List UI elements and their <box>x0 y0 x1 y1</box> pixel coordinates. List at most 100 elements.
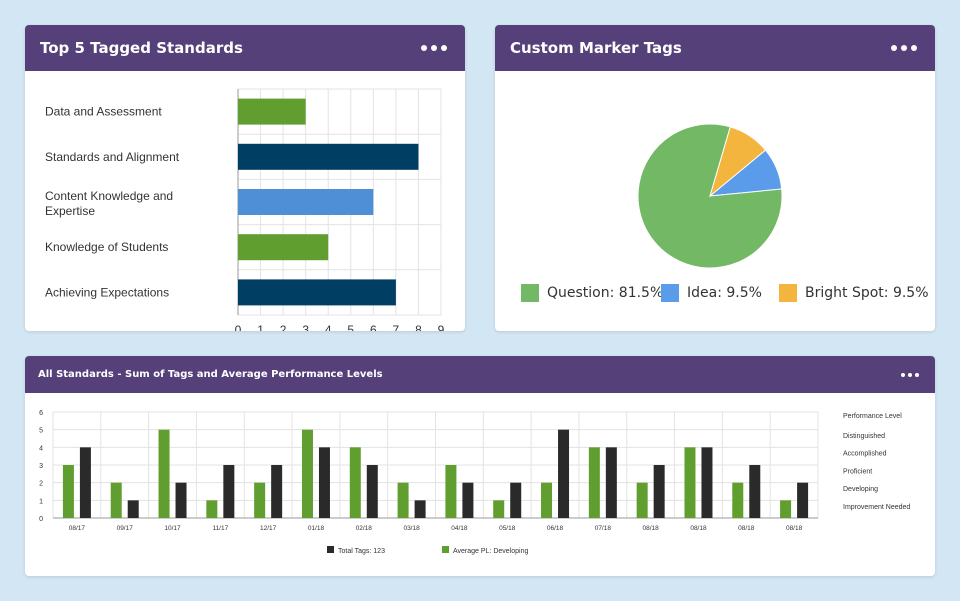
legend-swatch <box>442 546 449 553</box>
all-standards-header: All Standards - Sum of Tags and Average … <box>25 356 935 393</box>
side-legend-title: Performance Level <box>843 413 902 420</box>
marker-menu-dots-icon[interactable] <box>887 41 921 55</box>
legend-label: Average PL: Developing <box>453 548 528 555</box>
bar <box>588 447 600 518</box>
bar <box>79 447 91 518</box>
bar <box>541 482 553 518</box>
x-tick-label: 08/17 <box>69 525 86 532</box>
top5-card: Top 5 Tagged Standards 0 1 2 3 4 5 6 7 8 9 Data an… <box>25 25 465 331</box>
x-tick-label: 07/18 <box>595 525 612 532</box>
x-tick-label: 7 <box>393 323 400 331</box>
x-tick-label: 1 <box>257 323 264 331</box>
x-tick-label: 08/18 <box>786 525 803 532</box>
x-tick-label: 01/18 <box>308 525 325 532</box>
y-tick-label: 6 <box>39 410 43 417</box>
pie-legend-3: Bright Spot: 9.5% <box>779 284 929 302</box>
bar <box>271 465 283 518</box>
x-tick-label: 09/17 <box>117 525 134 532</box>
top5-menu-dots-icon[interactable] <box>417 41 451 55</box>
side-legend-item: Developing <box>843 486 878 493</box>
pie-legend-swatch <box>521 284 539 302</box>
bar <box>605 447 617 518</box>
category-label: Knowledge of Students <box>45 240 168 254</box>
y-tick-label: 0 <box>39 516 43 523</box>
bar <box>301 429 313 518</box>
bar <box>223 465 235 518</box>
bar <box>110 482 122 518</box>
x-tick-label: 2 <box>280 323 287 331</box>
bar <box>780 500 792 518</box>
y-tick-label: 5 <box>39 428 43 435</box>
bar <box>493 500 505 518</box>
x-tick-label: 08/18 <box>690 525 707 532</box>
marker-pie-chart <box>637 123 783 269</box>
x-tick-label: 04/18 <box>451 525 468 532</box>
bar <box>175 482 187 518</box>
pie-legend-swatch <box>779 284 797 302</box>
x-tick-label: 5 <box>347 323 354 331</box>
bar <box>462 482 474 518</box>
bar <box>254 482 266 518</box>
x-tick-label: 0 <box>235 323 242 331</box>
pie-legend-2: Idea: 9.5% <box>661 284 762 302</box>
bar <box>318 447 330 518</box>
bar <box>510 482 522 518</box>
bar <box>749 465 761 518</box>
bar <box>636 482 648 518</box>
x-tick-label: 9 <box>438 323 445 331</box>
bar <box>701 447 713 518</box>
x-tick-label: 4 <box>325 323 332 331</box>
marker-card-header: Custom Marker Tags <box>495 25 935 71</box>
pie-legend-1: Question: 81.5% <box>521 284 663 302</box>
x-tick-label: 03/18 <box>403 525 420 532</box>
bar <box>238 234 329 261</box>
bar <box>445 465 457 518</box>
bar <box>127 500 139 518</box>
top5-card-title: Top 5 Tagged Standards <box>40 39 243 57</box>
x-tick-label: 02/18 <box>356 525 373 532</box>
marker-card: Custom Marker Tags Question: 81.5% Idea:… <box>495 25 935 331</box>
top5-card-header: Top 5 Tagged Standards <box>25 25 465 71</box>
bar <box>206 500 218 518</box>
marker-card-title: Custom Marker Tags <box>510 39 682 57</box>
x-tick-label: 05/18 <box>499 525 516 532</box>
pie-legend-label: Idea: 9.5% <box>687 285 762 301</box>
y-tick-label: 3 <box>39 463 43 470</box>
category-label: Standards and Alignment <box>45 150 180 164</box>
y-tick-label: 4 <box>39 445 43 452</box>
x-tick-label: 8 <box>415 323 422 331</box>
top5-bar-chart: 0 1 2 3 4 5 6 7 8 9 Data and Assessment Standards a… <box>45 88 445 331</box>
bar <box>732 482 744 518</box>
x-tick-label: 12/17 <box>260 525 277 532</box>
category-label: Content Knowledge and Expertise <box>45 189 173 218</box>
all-standards-card: All Standards - Sum of Tags and Average … <box>25 356 935 576</box>
bar <box>414 500 426 518</box>
category-label: Data and Assessment <box>45 105 162 119</box>
bar <box>238 143 419 170</box>
bar <box>349 447 361 518</box>
bar <box>397 482 409 518</box>
x-tick-label: 11/17 <box>212 525 228 532</box>
bar <box>238 189 374 215</box>
y-tick-label: 1 <box>39 498 43 505</box>
x-tick-label: 06/18 <box>547 525 564 532</box>
x-tick-label: 08/18 <box>643 525 660 532</box>
x-tick-label: 08/18 <box>738 525 755 532</box>
bar <box>366 465 378 518</box>
bar <box>797 482 809 518</box>
all-standards-bar-chart: 0 1 2 3 4 5 6 08/17 09/17 10/17 11/17 12/17 01/18 02/… <box>39 410 910 555</box>
bar <box>684 447 696 518</box>
all-standards-menu-dots-icon[interactable] <box>897 369 923 381</box>
category-label: Achieving Expectations <box>45 285 169 299</box>
x-tick-label: 6 <box>370 323 377 331</box>
pie-slice <box>709 126 767 198</box>
legend-swatch <box>327 546 334 553</box>
bar <box>62 465 74 518</box>
side-legend-item: Accomplished <box>843 451 887 458</box>
side-legend-item: Proficient <box>843 468 872 475</box>
x-tick-label: 10/17 <box>164 525 181 532</box>
side-legend-item: Distinguished <box>843 433 885 440</box>
x-tick-label: 3 <box>302 323 309 331</box>
bar <box>238 98 306 125</box>
pie-legend-swatch <box>661 284 679 302</box>
